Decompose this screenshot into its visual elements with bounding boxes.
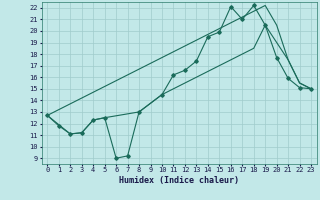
X-axis label: Humidex (Indice chaleur): Humidex (Indice chaleur) — [119, 176, 239, 185]
